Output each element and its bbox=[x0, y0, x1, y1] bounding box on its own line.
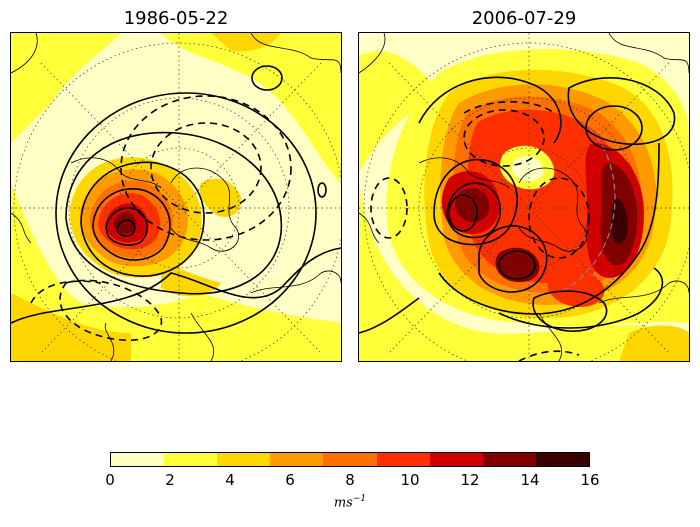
colorbar-tick-label: 10 bbox=[400, 471, 420, 489]
colorbar-swatch bbox=[217, 453, 271, 466]
map-field-right bbox=[359, 33, 689, 361]
colorbar-swatch bbox=[376, 453, 430, 466]
colorbar-swatch bbox=[482, 453, 536, 466]
units-exponent: −1 bbox=[352, 494, 367, 504]
colorbar bbox=[110, 452, 590, 467]
colorbar-tick-label: 6 bbox=[285, 471, 295, 489]
colorbar-swatch bbox=[164, 453, 218, 466]
colorbar-tick-label: 4 bbox=[225, 471, 235, 489]
units-base: ms bbox=[333, 495, 353, 511]
colorbar-swatch bbox=[323, 453, 377, 466]
colorbar-swatch bbox=[535, 453, 589, 466]
colorbar-units-label: ms−1 bbox=[0, 494, 700, 510]
map-panel-left bbox=[10, 32, 342, 362]
colorbar-swatch bbox=[429, 453, 483, 466]
colorbar-swatch bbox=[270, 453, 324, 466]
colorbar-swatch bbox=[111, 453, 165, 466]
colorbar-tick-label: 0 bbox=[105, 471, 115, 489]
map-panel-right bbox=[358, 32, 690, 362]
map-field-left bbox=[11, 33, 341, 361]
panel-title-left: 1986-05-22 bbox=[123, 8, 229, 29]
colorbar-tick-label: 16 bbox=[580, 471, 600, 489]
colorbar-tick-label: 12 bbox=[460, 471, 480, 489]
colorbar-tick-label: 14 bbox=[520, 471, 540, 489]
panel-title-right: 2006-07-29 bbox=[471, 8, 577, 29]
colorbar-tick-label: 8 bbox=[345, 471, 355, 489]
colorbar-tick-label: 2 bbox=[165, 471, 175, 489]
